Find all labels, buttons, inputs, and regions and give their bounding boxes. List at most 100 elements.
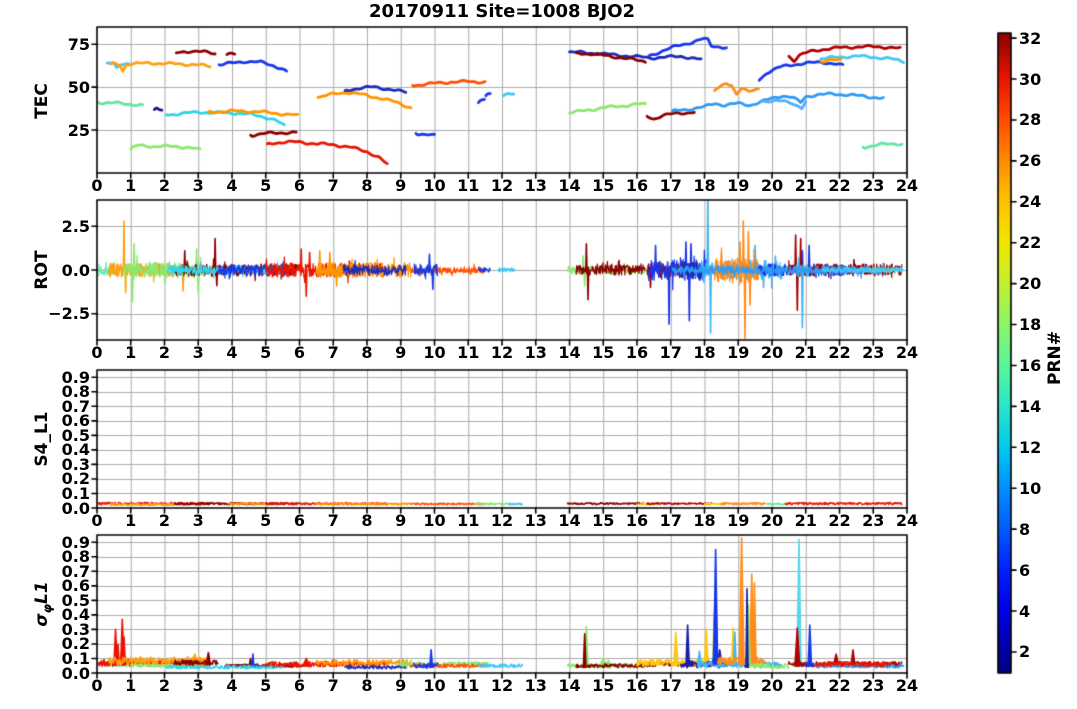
x-tick-label: 17: [659, 676, 682, 695]
x-tick-label: 16: [625, 343, 649, 362]
x-tick-label: 20: [760, 676, 784, 695]
x-tick-label: 6: [293, 343, 306, 362]
x-tick-label: 10: [423, 511, 446, 530]
colorbar-tick-label: 8: [1019, 519, 1031, 539]
x-tick-label: 20: [760, 343, 784, 362]
x-tick-label: 5: [260, 511, 272, 530]
x-tick-label: 24: [895, 343, 919, 362]
x-tick-label: 7: [327, 676, 339, 695]
y-tick-label: 0.9: [61, 367, 90, 387]
x-tick-label: 3: [192, 676, 204, 695]
y-tick-label: 2.5: [61, 216, 90, 236]
colorbar-tick-label: 12: [1019, 437, 1042, 457]
y-tick-label: 0.5: [61, 590, 90, 610]
y-tick-label: 0.7: [61, 396, 90, 416]
x-tick-label: 23: [862, 511, 885, 530]
x-tick-label: 23: [862, 343, 885, 362]
x-tick-label: 15: [592, 511, 615, 530]
y-tick-label: 0.4: [61, 440, 90, 460]
y-tick-label: 0.4: [61, 605, 90, 625]
x-tick-label: 13: [524, 176, 547, 195]
y-tick-label: −2.5: [48, 304, 90, 324]
x-tick-label: 21: [794, 511, 817, 530]
y-tick-label: 0.6: [61, 411, 90, 431]
x-tick-label: 17: [659, 343, 682, 362]
x-tick-label: 20: [760, 176, 784, 195]
x-tick-label: 8: [361, 676, 373, 695]
colorbar-label-text: PRN#: [1045, 330, 1065, 386]
x-tick-label: 6: [293, 176, 306, 195]
y-tick-label: 0.1: [61, 483, 90, 503]
y-tick-label: 25: [67, 120, 90, 140]
y-tick-label: 0.8: [61, 547, 90, 567]
y-tick-label: 0.9: [61, 532, 90, 552]
x-tick-label: 19: [727, 511, 750, 530]
x-tick-label: 2: [158, 676, 171, 695]
x-tick-label: 17: [659, 511, 682, 530]
x-tick-label: 24: [895, 511, 919, 530]
colorbar-tick-label: 10: [1019, 478, 1042, 498]
x-tick-label: 14: [558, 176, 581, 195]
x-tick-label: 11: [457, 676, 480, 695]
x-tick-label: 18: [693, 343, 716, 362]
colorbar-tick-label: 26: [1019, 151, 1042, 171]
x-tick-label: 18: [693, 676, 716, 695]
x-tick-label: 9: [395, 343, 407, 362]
x-tick-label: 4: [226, 511, 238, 530]
x-tick-label: 16: [625, 676, 649, 695]
x-tick-label: 15: [592, 343, 615, 362]
x-tick-label: 9: [395, 676, 407, 695]
x-tick-label: 19: [727, 343, 750, 362]
x-tick-label: 13: [524, 676, 547, 695]
x-tick-label: 4: [226, 676, 238, 695]
x-tick-label: 19: [727, 176, 750, 195]
colorbar-tick-label: 14: [1019, 396, 1042, 416]
x-tick-label: 0: [91, 511, 103, 530]
x-tick-label: 1: [125, 343, 137, 362]
colorbar-tick-label: 20: [1019, 274, 1042, 294]
x-tick-label: 11: [457, 343, 480, 362]
colorbar-tick-label: 24: [1019, 192, 1042, 212]
x-tick-label: 4: [226, 343, 238, 362]
y-tick-label: 0.6: [61, 576, 90, 596]
colorbar-tick-label: 28: [1019, 110, 1042, 130]
x-tick-label: 1: [125, 676, 137, 695]
x-tick-label: 5: [260, 676, 272, 695]
x-tick-label: 15: [592, 176, 615, 195]
x-tick-label: 2: [158, 343, 171, 362]
x-tick-label: 14: [558, 511, 581, 530]
x-tick-label: 8: [361, 511, 373, 530]
x-tick-label: 10: [423, 676, 446, 695]
x-tick-label: 10: [423, 176, 446, 195]
x-tick-label: 8: [361, 176, 373, 195]
x-tick-label: 4: [226, 176, 238, 195]
colorbar-tick-label: 30: [1019, 69, 1042, 89]
x-tick-label: 7: [327, 343, 339, 362]
x-tick-label: 12: [490, 511, 514, 530]
y-tick-label: 0.0: [61, 260, 90, 280]
y-tick-label: 0.3: [61, 454, 90, 474]
y-tick-label: 0.1: [61, 648, 90, 668]
x-tick-label: 14: [558, 676, 581, 695]
x-tick-label: 22: [828, 676, 851, 695]
y-tick-label: 0.3: [61, 619, 90, 639]
y-tick-label: 75: [67, 34, 90, 54]
colorbar-label: PRN#: [1045, 298, 1071, 418]
colorbar-tick-label: 16: [1019, 355, 1042, 375]
x-tick-label: 9: [395, 176, 407, 195]
colorbar-tick-label: 22: [1019, 233, 1042, 253]
x-tick-label: 12: [490, 676, 514, 695]
x-tick-label: 19: [727, 676, 750, 695]
x-tick-label: 21: [794, 176, 817, 195]
x-tick-label: 8: [361, 343, 373, 362]
x-tick-label: 9: [395, 511, 407, 530]
x-tick-label: 5: [260, 176, 272, 195]
y-tick-label: 0.2: [61, 634, 90, 654]
colorbar-tick-label: 4: [1019, 601, 1031, 621]
x-tick-label: 7: [327, 511, 339, 530]
x-tick-label: 0: [91, 343, 103, 362]
colorbar-tick-label: 18: [1019, 315, 1042, 335]
x-tick-label: 23: [862, 676, 885, 695]
